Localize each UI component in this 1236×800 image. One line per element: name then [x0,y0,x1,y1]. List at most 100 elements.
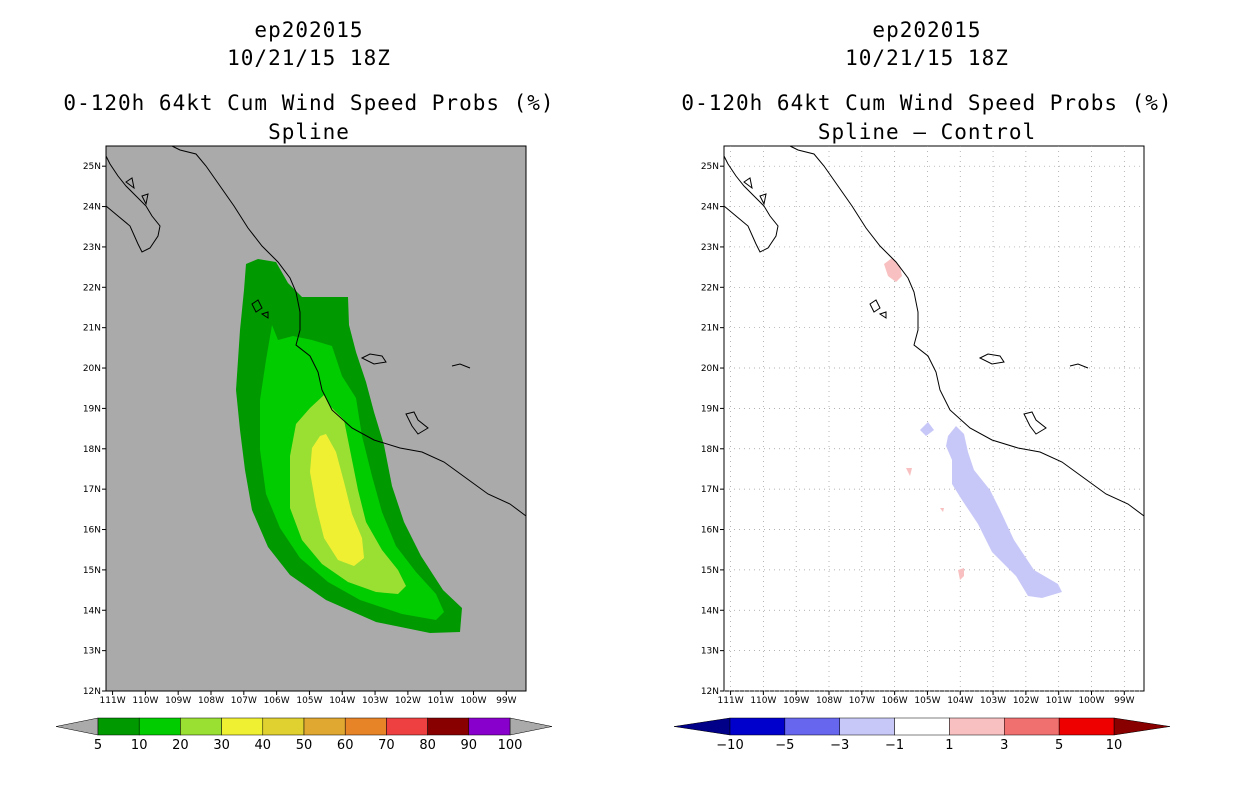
left-panel: ep202015 10/21/15 18Z 0-120h 64kt Cum Wi… [55,18,554,753]
colorbar-low-arrow [55,717,99,736]
lon-tick-label: 99W [1114,696,1134,706]
colorbar-label: −1 [885,738,904,753]
lon-tick-label: 103W [980,696,1006,706]
colorbar-low-arrow [673,717,731,736]
right-title-line-4: Spline – Control [817,120,1037,144]
lon-tick-label: 102W [1013,696,1039,706]
lat-tick-label: 25N [701,162,719,172]
lon-tick-label: 101W [428,696,454,706]
lon-tick-label: 101W [1046,696,1072,706]
left-island-1 [360,353,387,365]
lon-tick-label: 102W [395,696,421,706]
lon-tick-label: 111W [100,696,126,706]
lat-tick-label: 13N [701,647,719,657]
lon-tick-label: 100W [1078,696,1104,706]
colorbar-swatch [262,717,305,736]
lat-tick-label: 23N [701,243,719,253]
colorbar-label: 10 [131,738,148,753]
lon-tick-label: 109W [165,696,191,706]
lon-tick-label: 103W [362,696,388,706]
colorbar-swatch [303,717,346,736]
colorbar-swatch [468,717,511,736]
colorbar-swatch [221,717,264,736]
colorbar-swatch [427,717,470,736]
colorbar-swatch [894,717,950,736]
lat-tick-label: 17N [83,485,101,495]
colorbar-label: 5 [1055,738,1063,753]
lat-tick-label: 20N [701,364,719,374]
colorbar-swatch [729,717,786,736]
left-axis-ticks: 111W 110W 109W 108W 107W 106W 105W 104W 103W 102W… [83,162,517,706]
colorbar-swatch [1058,717,1115,736]
left-colorbar: 5 10 20 30 40 50 60 70 80 90 100 [55,717,553,753]
right-baja-coast [723,155,779,253]
colorbar-swatch [839,717,895,736]
colorbar-swatch [949,717,1005,736]
left-island-5 [125,177,149,206]
right-island-2 [1023,411,1047,435]
left-map: 111W 110W 109W 108W 107W 106W 105W 104W 103W 102W… [55,145,553,753]
left-island-4 [251,299,269,319]
colorbar-label: 90 [461,738,478,753]
lat-tick-label: 19N [701,404,719,414]
right-island-5 [743,177,767,206]
lat-tick-label: 24N [83,203,101,213]
lon-tick-label: 107W [849,696,875,706]
right-panel: ep202015 10/21/15 18Z 0-120h 64kt Cum Wi… [618,0,1236,800]
colorbar-label: 10 [1106,738,1123,753]
colorbar-label: 40 [255,738,272,753]
left-title-line-2: 10/21/15 18Z [227,46,391,70]
lat-tick-label: 22N [701,283,719,293]
lat-tick-label: 25N [83,162,101,172]
lon-tick-label: 108W [198,696,224,706]
lon-tick-label: 110W [750,696,776,706]
lon-tick-label: 108W [816,696,842,706]
lat-tick-label: 23N [83,243,101,253]
lat-tick-label: 21N [83,324,101,334]
colorbar-label: 100 [498,738,523,753]
right-diff-negative-main [946,426,1062,598]
colorbar-label: −3 [830,738,849,753]
colorbar-swatch [138,717,181,736]
lat-tick-label: 17N [701,485,719,495]
colorbar-label: 5 [94,738,102,753]
lat-tick-label: 24N [701,203,719,213]
colorbar-high-arrow [509,717,553,736]
right-diff-positive-4 [958,568,964,580]
left-island-3 [451,363,471,369]
lat-tick-label: 13N [83,647,101,657]
lat-tick-label: 16N [701,526,719,536]
colorbar-label: −5 [775,738,794,753]
lon-tick-label: 104W [329,696,355,706]
left-island-2 [405,411,429,435]
lon-tick-label: 109W [783,696,809,706]
colorbar-label: 60 [337,738,354,753]
lon-tick-label: 107W [231,696,257,706]
right-diff-positive-3 [940,508,944,512]
right-title-line-3: 0-120h 64kt Cum Wind Speed Probs (%) [681,91,1173,115]
lon-tick-label: 105W [296,696,322,706]
right-diff-negative-2 [920,422,934,436]
colorbar-label: 20 [172,738,189,753]
lat-tick-label: 15N [701,566,719,576]
left-title-line-4: Spline [268,120,350,144]
left-coastline [171,145,527,517]
colorbar-swatch [344,717,387,736]
colorbar-high-arrow [1113,717,1171,736]
lat-tick-label: 19N [83,404,101,414]
lon-tick-label: 99W [496,696,516,706]
left-baja-coast [105,155,161,253]
lat-tick-label: 20N [83,364,101,374]
right-diff-positive-2 [906,468,912,476]
right-island-1 [978,353,1005,365]
right-coastline [789,145,1145,517]
right-map-background [723,145,1145,692]
lon-tick-label: 104W [947,696,973,706]
lat-tick-label: 12N [83,687,101,697]
colorbar-label: 80 [419,738,436,753]
colorbar-label: −10 [716,738,743,753]
right-island-3 [1069,363,1089,369]
right-colorbar: −10 −5 −3 −1 1 3 5 10 [673,717,1171,753]
lon-tick-label: 105W [914,696,940,706]
colorbar-swatch [386,717,428,736]
